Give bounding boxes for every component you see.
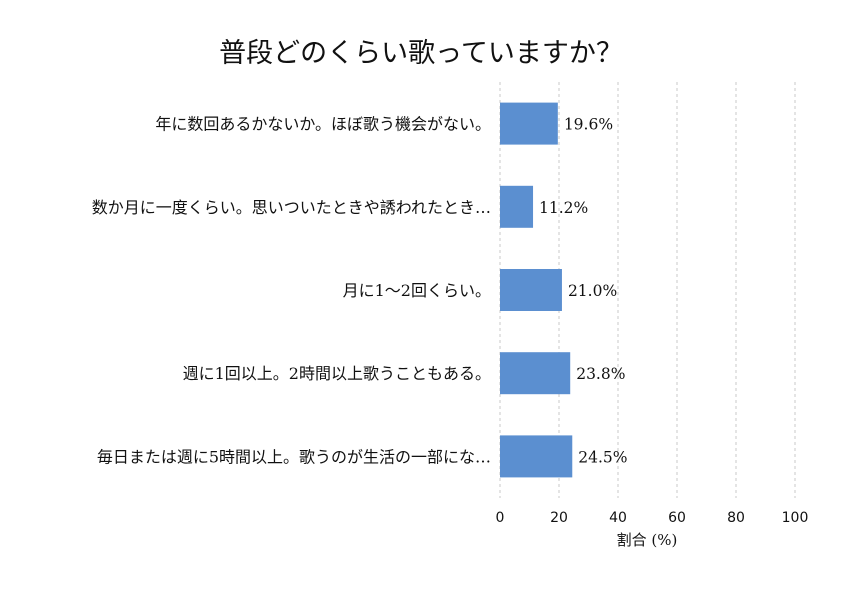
bar (500, 352, 571, 395)
bar (500, 435, 573, 478)
x-tick-label: 0 (496, 510, 505, 526)
category-label: 毎日または週に5時間以上。歌うのが生活の一部にな… (97, 447, 491, 466)
x-tick-label: 80 (727, 510, 745, 526)
category-labels: 年に数回あるかないか。ほぼ歌う機会がない。数か月に一度くらい。思いついたときや誘… (92, 115, 491, 467)
bar (500, 102, 558, 145)
x-tick-label: 100 (782, 510, 809, 526)
category-label: 数か月に一度くらい。思いついたときや誘われたとき… (92, 198, 491, 217)
category-label: 週に1回以上。2時間以上歌うこともある。 (183, 364, 491, 383)
value-label: 19.6% (564, 116, 613, 134)
x-tick-label: 40 (609, 510, 627, 526)
value-label: 11.2% (539, 199, 588, 217)
x-tick-label: 20 (550, 510, 568, 526)
x-tick-label: 60 (668, 510, 686, 526)
value-label: 21.0% (568, 282, 617, 300)
value-labels: 19.6% 11.2% 21.0% 23.8% 24.5% (539, 116, 627, 467)
value-label: 23.8% (576, 365, 625, 383)
bars (500, 102, 573, 478)
category-label: 月に1〜2回くらい。 (343, 281, 491, 300)
x-axis-label: 割合 (%) (617, 531, 678, 549)
category-label: 年に数回あるかないか。ほぼ歌う機会がない。 (155, 115, 491, 134)
value-label: 24.5% (578, 448, 627, 466)
x-tick-labels: 0 20 40 60 80 100 (496, 510, 809, 526)
bar (500, 185, 534, 228)
bar (500, 269, 562, 311)
chart-title: 普段どのくらい歌っていますか？ (219, 38, 623, 69)
